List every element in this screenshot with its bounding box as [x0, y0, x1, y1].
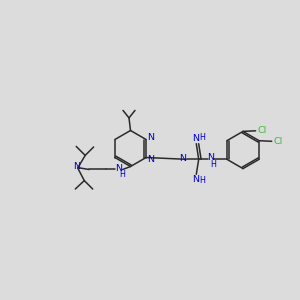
- Text: N: N: [207, 153, 214, 162]
- Text: H: H: [199, 133, 205, 142]
- Text: N: N: [192, 175, 199, 184]
- Text: Cl: Cl: [274, 137, 283, 146]
- Text: N: N: [116, 164, 123, 173]
- Text: H: H: [199, 176, 205, 185]
- Text: N: N: [180, 154, 187, 163]
- Text: N: N: [192, 134, 199, 143]
- Text: Cl: Cl: [258, 126, 267, 135]
- Text: N: N: [147, 155, 154, 164]
- Text: N: N: [147, 133, 154, 142]
- Text: H: H: [210, 160, 216, 169]
- Text: H: H: [119, 170, 125, 179]
- Text: N: N: [74, 162, 81, 171]
